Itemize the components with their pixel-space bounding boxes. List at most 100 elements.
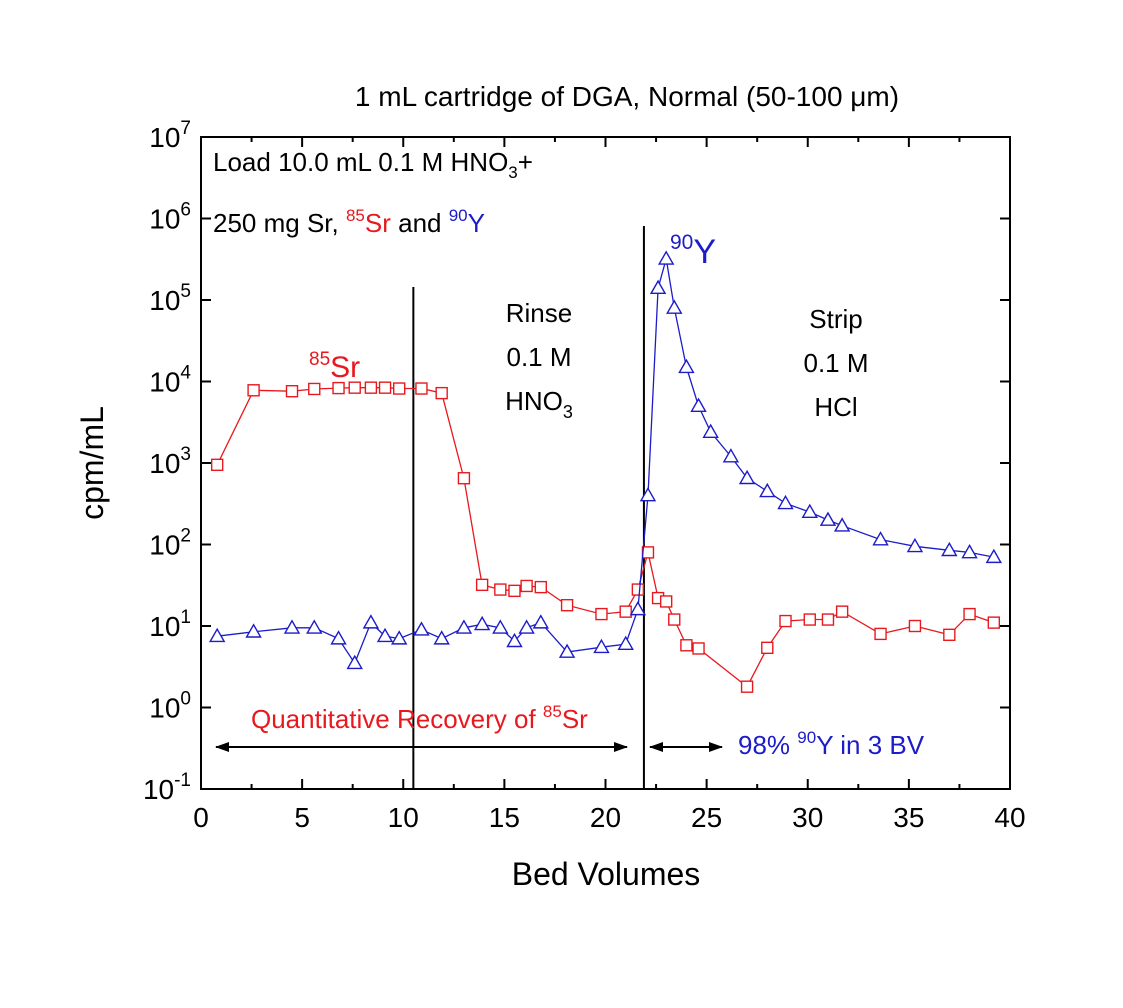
data-point-square — [285, 385, 299, 398]
data-point-square — [761, 641, 774, 655]
x-tick-label: 20 — [590, 802, 621, 833]
data-point-square — [779, 614, 792, 628]
data-point-square — [740, 680, 754, 693]
phase-separators — [412, 226, 645, 789]
data-point-triangle — [985, 548, 1003, 564]
data-point-square — [508, 584, 521, 598]
data-point-square — [631, 583, 645, 596]
x-tick-label: 5 — [294, 802, 310, 833]
x-tick-label: 35 — [893, 802, 924, 833]
rinse-line3: HNO3 — [505, 386, 573, 422]
data-point-square — [415, 382, 428, 395]
data-point-square — [247, 384, 260, 397]
data-point-triangle — [777, 494, 794, 510]
y-tick-label: 103 — [149, 444, 191, 479]
data-point-triangle — [532, 614, 549, 629]
y-recovery-annotation: 98% 90Y in 3 BV — [738, 728, 925, 760]
rinse-line1: Rinse — [506, 298, 572, 328]
data-point-square — [943, 628, 956, 641]
data-point-triangle — [208, 627, 226, 643]
data-point-square — [874, 627, 887, 641]
data-point-triangle — [245, 623, 262, 638]
y-tick-label: 102 — [149, 526, 191, 561]
data-point-square — [520, 579, 533, 593]
data-point-square — [680, 639, 693, 652]
data-point-triangle — [617, 635, 634, 651]
data-point-triangle — [413, 621, 430, 636]
series-line — [217, 258, 994, 665]
series-square — [210, 381, 1001, 693]
strip-annotation: Strip 0.1 M HCl — [803, 304, 868, 422]
load-annotation-line2: 250 mg Sr, 85Sr and 90Y — [213, 206, 485, 238]
data-point-square — [475, 578, 489, 592]
y-axis: 10-1 100 101 102 103 104 105 106 107 — [143, 118, 1010, 805]
data-point-triangle — [819, 511, 837, 526]
data-point-triangle — [722, 448, 740, 463]
data-point-square — [835, 605, 849, 618]
x-tick-label: 40 — [994, 802, 1025, 833]
y-tick-label: 105 — [149, 281, 191, 316]
data-point-square — [668, 613, 681, 626]
data-point-square — [393, 382, 406, 395]
data-point-triangle — [330, 630, 347, 645]
data-point-triangle — [649, 279, 667, 295]
data-point-square — [435, 386, 448, 400]
data-point-triangle — [759, 482, 776, 498]
data-point-triangle — [906, 537, 924, 553]
data-point-triangle — [666, 299, 683, 314]
data-point-triangle — [833, 517, 851, 532]
strip-line2: 0.1 M — [803, 348, 868, 378]
rinse-annotation: Rinse 0.1 M HNO3 — [505, 298, 573, 422]
data-point-square — [692, 642, 705, 655]
data-point-triangle — [473, 615, 491, 631]
y90-series-label: 90Y — [670, 231, 716, 271]
y-tick-label: 107 — [149, 118, 191, 153]
data-point-square — [332, 381, 345, 395]
series-triangle — [208, 250, 1003, 670]
data-point-triangle — [390, 630, 408, 645]
data-point-square — [641, 546, 655, 559]
data-point-triangle — [558, 643, 576, 658]
sr-recovery-annotation: Quantitative Recovery of 85Sr — [251, 702, 588, 734]
x-tick-label: 10 — [388, 802, 419, 833]
y-tick-label: 10-1 — [143, 770, 191, 805]
y-tick-label: 100 — [149, 689, 191, 724]
data-point-triangle — [801, 503, 818, 519]
data-point-square — [908, 619, 922, 633]
data-point-square — [659, 595, 673, 608]
data-point-triangle — [690, 397, 707, 412]
data-point-triangle — [593, 638, 610, 654]
data-point-square — [560, 598, 574, 612]
data-point-triangle — [961, 543, 978, 559]
data-point-square — [494, 583, 507, 596]
chart-title: 1 mL cartridge of DGA, Normal (50-100 μm… — [355, 81, 899, 112]
data-point-square — [821, 613, 835, 626]
data-point-triangle — [306, 619, 323, 634]
data-point-square — [378, 381, 392, 394]
data-point-triangle — [941, 541, 958, 557]
data-point-triangle — [639, 487, 657, 502]
data-point-triangle — [455, 619, 473, 634]
load-annotation-line1: Load 10.0 mL 0.1 M HNO3+ — [213, 147, 533, 182]
y-tick-label: 101 — [149, 607, 191, 642]
data-point-triangle — [492, 619, 509, 634]
x-tick-label: 0 — [193, 802, 209, 833]
strip-line1: Strip — [809, 304, 862, 334]
y-tick-label: 106 — [149, 200, 191, 235]
data-point-triangle — [518, 619, 535, 634]
data-point-triangle — [657, 250, 675, 265]
data-point-square — [457, 472, 471, 485]
data-point-square — [210, 458, 224, 472]
x-tick-label: 25 — [691, 802, 722, 833]
data-point-square — [619, 605, 632, 618]
rinse-line2: 0.1 M — [506, 342, 571, 372]
x-axis: 0 5 10 15 20 25 30 35 40 — [193, 137, 1026, 833]
data-point-triangle — [872, 531, 889, 546]
sr85-series-label: 85Sr — [309, 349, 360, 384]
data-point-triangle — [362, 614, 380, 629]
data-point-triangle — [629, 600, 647, 616]
data-point-triangle — [738, 469, 756, 485]
data-point-square — [534, 580, 547, 594]
data-point-triangle — [702, 423, 719, 438]
